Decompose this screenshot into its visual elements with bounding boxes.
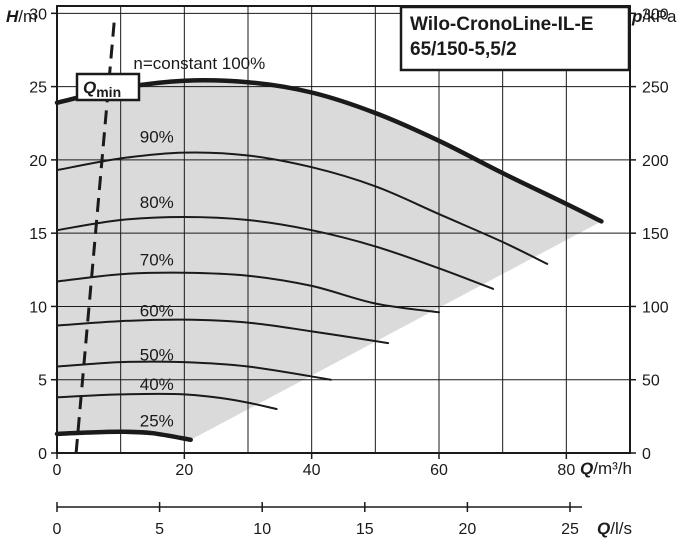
qmin-label-box — [75, 72, 141, 102]
curve-label: 70% — [140, 250, 174, 269]
y-right-tick-label: 300 — [642, 6, 669, 23]
curve-label: 25% — [140, 412, 174, 431]
curve-line — [56, 360, 332, 381]
y-right-tick-label: 150 — [642, 226, 669, 243]
qmin-label: Qmin — [83, 78, 121, 100]
plot-frame — [56, 5, 631, 454]
y-left-tick-label: 30 — [29, 6, 47, 23]
curve-line — [56, 151, 549, 265]
curve-label: 50% — [140, 346, 174, 365]
x-axis-label: Q/m³/h — [580, 459, 632, 478]
y-right-axis-label: p/kPa — [631, 7, 677, 26]
curve-line — [54, 429, 193, 443]
x-tick-label: 40 — [303, 462, 321, 479]
y-left-tick-label: 0 — [38, 446, 47, 463]
curve-label: 80% — [140, 193, 174, 212]
curve-line — [56, 271, 440, 314]
x-tick-label: 60 — [430, 462, 448, 479]
curve-label: 60% — [140, 302, 174, 321]
x2-tick-label: 0 — [53, 521, 62, 538]
operating-range-area — [57, 80, 602, 440]
y-right-tick-label: 200 — [642, 153, 669, 170]
title-line: 65/150-5,5/2 — [410, 39, 517, 60]
y-right-tick-label: 50 — [642, 373, 660, 390]
y-left-tick-label: 10 — [29, 299, 47, 316]
title-box — [399, 5, 631, 72]
y-right-tick-label: 0 — [642, 446, 651, 463]
y-left-tick-label: 5 — [38, 373, 47, 390]
x2-tick-label: 25 — [561, 521, 579, 538]
y-right-tick-label: 100 — [642, 299, 669, 316]
x-tick-label: 20 — [175, 462, 193, 479]
y-left-tick-label: 15 — [29, 226, 47, 243]
title-line: Wilo-CronoLine-IL-E — [410, 14, 593, 35]
x-tick-label: 80 — [557, 462, 575, 479]
curve-label: 90% — [140, 127, 174, 146]
x2-tick-label: 10 — [253, 521, 271, 538]
curve-line — [56, 318, 390, 345]
y-left-tick-label: 20 — [29, 153, 47, 170]
x2-tick-label: 5 — [155, 521, 164, 538]
curve-line — [56, 392, 278, 410]
x2-axis-label: Q/l/s — [597, 519, 632, 538]
x-tick-label: 0 — [53, 462, 62, 479]
curve-label: 40% — [140, 375, 174, 394]
y-left-axis-label: H/m — [6, 7, 37, 26]
curve-label: n=constant 100% — [133, 54, 265, 73]
x2-tick-label: 20 — [459, 521, 477, 538]
y-right-tick-label: 250 — [642, 80, 669, 97]
x2-tick-label: 15 — [356, 521, 374, 538]
y-left-tick-label: 25 — [29, 80, 47, 97]
curve-line — [56, 215, 495, 290]
curve-line — [54, 78, 604, 224]
